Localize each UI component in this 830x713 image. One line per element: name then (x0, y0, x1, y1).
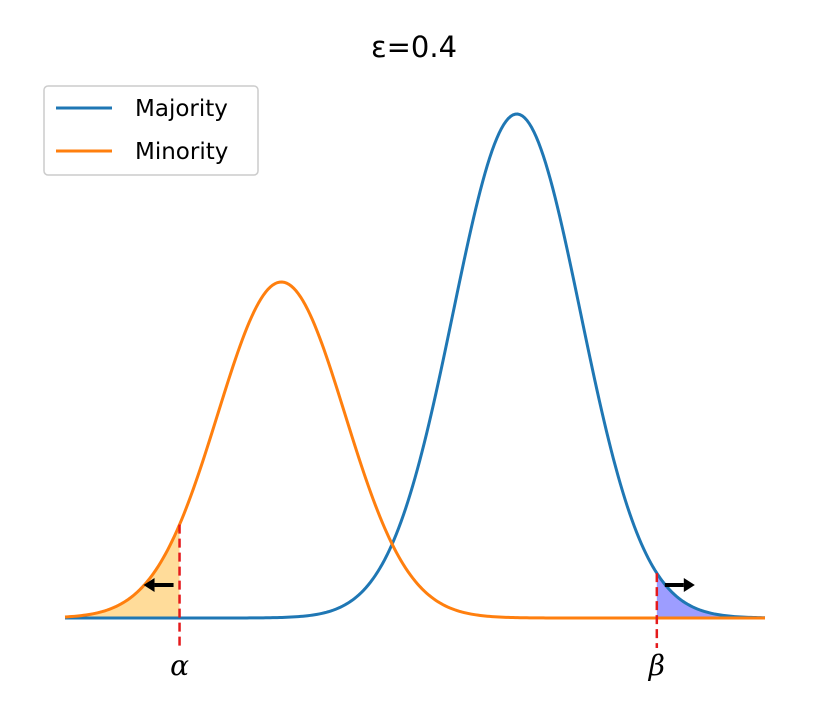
arrow-left-icon (143, 578, 174, 592)
series-line-majority (65, 112, 766, 620)
tail-shade-0 (65, 524, 180, 618)
threshold-label-1: β (648, 649, 665, 682)
tail-shade-1 (656, 573, 765, 618)
series-line-minority (64, 280, 765, 620)
legend: Majority Minority (43, 85, 259, 176)
legend-label-majority: Majority (135, 96, 228, 122)
chart-title: ε=0.4 (371, 30, 457, 64)
threshold-label-0: α (170, 649, 189, 682)
legend-label-minority: Minority (135, 139, 228, 165)
arrow-right-icon (664, 578, 695, 592)
